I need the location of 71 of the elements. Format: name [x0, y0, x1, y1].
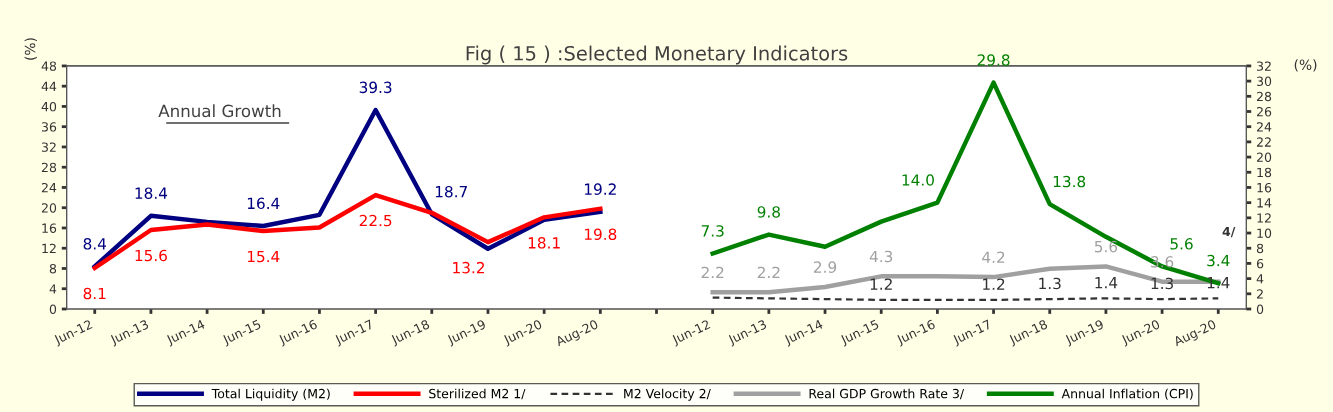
data-label: 7.3 — [701, 225, 724, 237]
y-tick-label: 0 — [49, 304, 57, 314]
data-label: 18.7 — [435, 185, 467, 198]
y2-tick-label: 20 — [1256, 152, 1272, 162]
legend-label: Annual Inflation (CPI) — [1061, 388, 1193, 400]
annotation: 4/ — [1222, 226, 1236, 238]
y2-tick-label: 18 — [1257, 167, 1272, 178]
data-label: 13.8 — [1053, 175, 1086, 188]
data-label: 1.3 — [1151, 277, 1174, 290]
data-label: 19.8 — [585, 228, 617, 240]
data-label: 5.6 — [1094, 240, 1118, 253]
y-axis-title: (%) — [24, 38, 37, 60]
y2-tick-label: 4 — [1256, 274, 1264, 284]
y2-tick-label: 2 — [1256, 289, 1263, 299]
y-tick-label: 40 — [41, 101, 57, 112]
data-label: 2.9 — [814, 261, 837, 273]
y-tick-label: 48 — [41, 61, 57, 71]
data-label: 15.6 — [135, 249, 167, 262]
y2-tick-label: 10 — [1257, 228, 1272, 238]
data-label: 19.2 — [585, 183, 616, 195]
data-label: 29.8 — [977, 54, 1010, 66]
y-tick-label: 28 — [41, 162, 57, 173]
data-label: 5.6 — [1170, 238, 1193, 250]
y2-tick-label: 22 — [1256, 137, 1271, 147]
y2-tick-label: 0 — [1256, 304, 1264, 314]
data-label: 18.1 — [528, 237, 560, 249]
y2-tick-label: 24 — [1256, 122, 1272, 132]
y2-tick-label: 32 — [1257, 61, 1271, 71]
y-tick-label: 12 — [42, 243, 56, 253]
y-tick-label: 32 — [41, 142, 56, 152]
data-label: 18.4 — [135, 187, 168, 199]
y2-axis-title: (%) — [1294, 59, 1317, 72]
y2-tick-label: 6 — [1256, 258, 1264, 269]
y2-tick-label: 28 — [1256, 91, 1272, 102]
legend-label: M2 Velocity 2/ — [624, 388, 711, 401]
data-label: 1.2 — [983, 278, 1005, 290]
annotation: Annual Growth — [158, 104, 281, 118]
y2-tick-label: 30 — [1257, 76, 1272, 87]
data-label: 3.4 — [1207, 254, 1230, 267]
legend-label: Real GDP Growth Rate 3/ — [809, 388, 965, 400]
data-label: 14.0 — [902, 174, 934, 186]
data-label: 16.4 — [247, 197, 280, 210]
data-label: 4.2 — [982, 251, 1005, 263]
y-tick-label: 8 — [49, 263, 57, 274]
data-label: 1.3 — [1039, 277, 1061, 290]
y2-tick-label: 12 — [1257, 213, 1271, 223]
y-tick-label: 44 — [41, 81, 57, 91]
y2-tick-label: 8 — [1256, 243, 1264, 254]
chart-title: Fig ( 15 ) :Selected Monetary Indicators — [466, 45, 848, 65]
y2-tick-label: 26 — [1256, 106, 1272, 117]
data-label: 15.4 — [247, 250, 280, 263]
y-tick-label: 24 — [41, 182, 57, 193]
legend-label: Sterilized M2 1/ — [429, 388, 526, 400]
data-label: 9.8 — [757, 206, 780, 218]
y2-tick-label: 14 — [1257, 198, 1272, 208]
data-label: 13.2 — [453, 261, 485, 274]
data-label: 4.3 — [869, 250, 893, 263]
y-tick-label: 20 — [41, 203, 57, 213]
data-label: 1.2 — [870, 278, 892, 290]
data-label: 8.4 — [83, 238, 107, 250]
y2-tick-label: 16 — [1257, 182, 1272, 193]
data-label: 8.1 — [83, 287, 106, 300]
data-label: 39.3 — [359, 81, 392, 94]
data-label: 2.2 — [757, 266, 780, 278]
data-label: 22.5 — [359, 214, 392, 227]
data-label: 2.2 — [701, 266, 724, 278]
data-label: 1.4 — [1095, 277, 1118, 289]
y-tick-label: 36 — [41, 122, 57, 132]
y-tick-label: 16 — [42, 223, 57, 233]
legend-label: Total Liquidity (M2) — [211, 388, 330, 401]
y-tick-label: 4 — [49, 284, 57, 294]
